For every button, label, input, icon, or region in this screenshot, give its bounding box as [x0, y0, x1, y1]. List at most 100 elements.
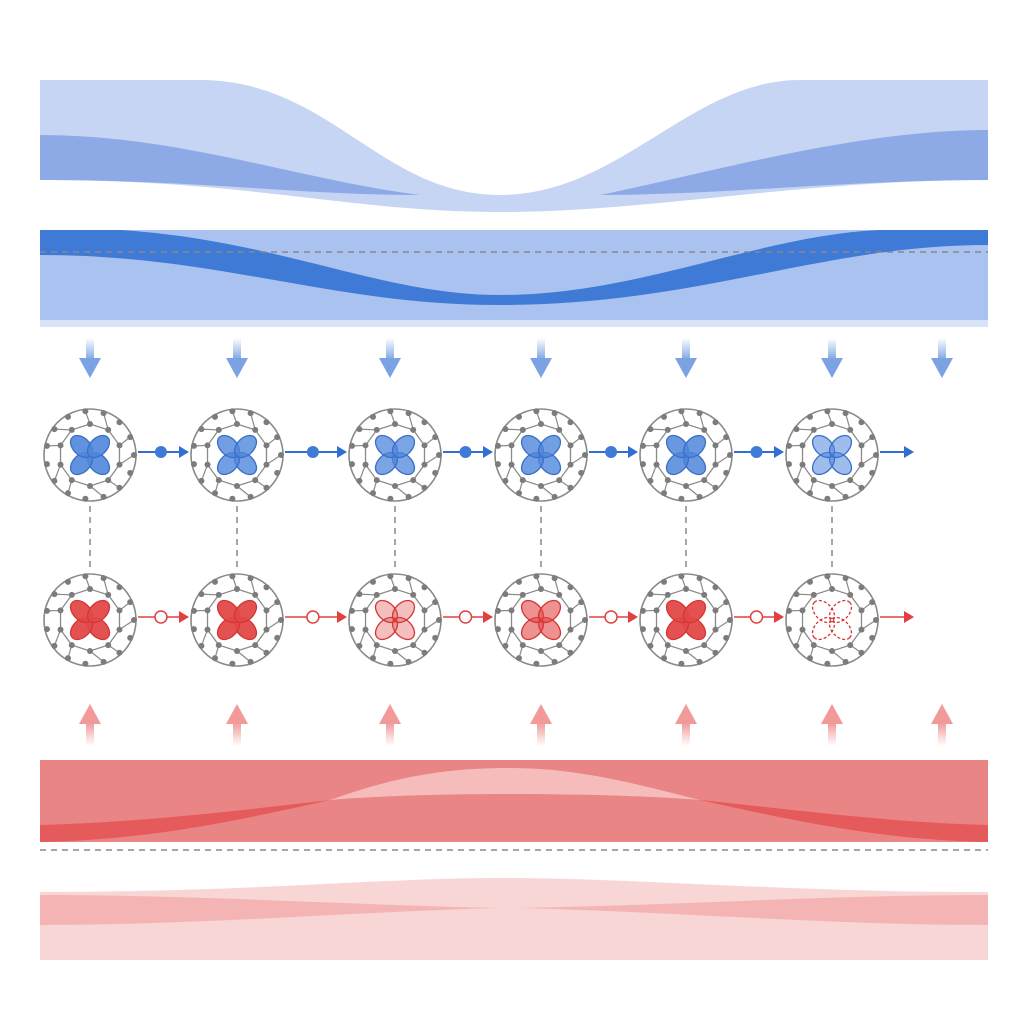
- atom: [552, 575, 558, 581]
- atom: [363, 627, 369, 633]
- atom: [683, 483, 689, 489]
- atom: [697, 410, 703, 416]
- atom: [392, 421, 398, 427]
- atom: [807, 490, 813, 496]
- atom: [248, 575, 254, 581]
- atom: [205, 442, 211, 448]
- atom: [824, 661, 830, 667]
- atom: [87, 421, 93, 427]
- atom: [101, 494, 107, 500]
- atom: [567, 419, 573, 425]
- flow-arrow: [675, 358, 697, 378]
- atom: [502, 643, 508, 649]
- atom: [263, 485, 269, 491]
- atom: [44, 626, 50, 632]
- atom: [101, 575, 107, 581]
- atom: [793, 426, 799, 432]
- atom: [198, 426, 204, 432]
- atom: [829, 586, 835, 592]
- atom: [374, 642, 380, 648]
- flow-arrow: [226, 358, 248, 378]
- atom: [552, 659, 558, 665]
- atom: [274, 434, 280, 440]
- hole: [155, 611, 167, 623]
- atom: [82, 661, 88, 667]
- atom: [697, 659, 703, 665]
- atom: [363, 442, 369, 448]
- flow-arrow: [79, 358, 101, 378]
- transfer-arrowhead: [774, 611, 784, 623]
- atom: [800, 462, 806, 468]
- atom: [356, 591, 362, 597]
- flow-arrow: [828, 722, 836, 746]
- atom: [116, 419, 122, 425]
- atom: [82, 408, 88, 414]
- atom: [538, 586, 544, 592]
- atom: [654, 462, 660, 468]
- atom: [263, 607, 269, 613]
- fullerene: [786, 573, 879, 667]
- atom: [105, 592, 111, 598]
- atom: [432, 470, 438, 476]
- atom: [212, 414, 218, 420]
- atom: [432, 599, 438, 605]
- flow-arrow: [931, 704, 953, 724]
- atom: [65, 655, 71, 661]
- atom: [370, 490, 376, 496]
- atom: [363, 462, 369, 468]
- atom: [567, 462, 573, 468]
- atom: [410, 642, 416, 648]
- atom: [811, 592, 817, 598]
- flow-arrow: [386, 722, 394, 746]
- flow-arrow: [682, 338, 690, 360]
- atom: [811, 642, 817, 648]
- wave-band: [40, 320, 988, 327]
- atom: [847, 642, 853, 648]
- atom: [69, 427, 75, 433]
- flow-arrow: [821, 704, 843, 724]
- atom: [495, 626, 501, 632]
- flow-arrow: [537, 722, 545, 746]
- atom: [191, 608, 197, 614]
- atom: [869, 434, 875, 440]
- atom: [274, 470, 280, 476]
- atom: [552, 410, 558, 416]
- atom: [520, 477, 526, 483]
- atom: [421, 485, 427, 491]
- atom: [665, 642, 671, 648]
- atom: [216, 477, 222, 483]
- atom: [349, 608, 355, 614]
- atom: [665, 477, 671, 483]
- atom: [786, 443, 792, 449]
- atom: [807, 579, 813, 585]
- transfer-arrowhead: [179, 611, 189, 623]
- atom: [356, 478, 362, 484]
- flow-arrow: [828, 338, 836, 360]
- atom: [274, 599, 280, 605]
- atom: [263, 462, 269, 468]
- flow-arrow: [386, 338, 394, 360]
- atom: [556, 477, 562, 483]
- flow-arrow: [931, 358, 953, 378]
- atom: [127, 635, 133, 641]
- atom: [824, 408, 830, 414]
- atom: [65, 414, 71, 420]
- atom: [786, 626, 792, 632]
- atom: [800, 607, 806, 613]
- atom: [556, 592, 562, 598]
- atom: [234, 483, 240, 489]
- atom: [65, 579, 71, 585]
- atom: [712, 462, 718, 468]
- atom: [509, 607, 515, 613]
- atom: [205, 627, 211, 633]
- atom: [406, 659, 412, 665]
- atom: [538, 483, 544, 489]
- atom: [858, 650, 864, 656]
- atom: [278, 617, 284, 623]
- atom: [858, 485, 864, 491]
- atom: [647, 426, 653, 432]
- atom: [58, 607, 64, 613]
- atom: [495, 443, 501, 449]
- atom: [807, 655, 813, 661]
- atom: [807, 414, 813, 420]
